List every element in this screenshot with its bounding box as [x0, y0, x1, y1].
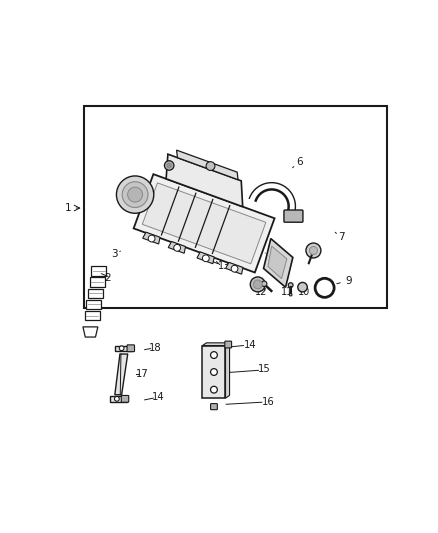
Polygon shape [226, 343, 230, 398]
Circle shape [148, 235, 155, 242]
Circle shape [206, 161, 215, 171]
Polygon shape [83, 327, 98, 337]
Circle shape [290, 293, 292, 296]
Polygon shape [168, 241, 186, 253]
Circle shape [253, 280, 262, 289]
Text: 10: 10 [298, 287, 311, 297]
Text: 16: 16 [262, 397, 275, 407]
Text: 7: 7 [338, 232, 345, 242]
Text: 8: 8 [268, 249, 276, 260]
Circle shape [306, 243, 321, 258]
Circle shape [211, 386, 217, 393]
Polygon shape [90, 277, 105, 287]
FancyBboxPatch shape [127, 345, 134, 352]
Bar [84, 106, 387, 308]
Text: 12: 12 [255, 287, 267, 297]
Circle shape [250, 277, 265, 292]
Circle shape [119, 346, 124, 351]
Circle shape [231, 265, 238, 272]
Text: 9: 9 [345, 276, 352, 286]
Text: 4: 4 [123, 181, 129, 191]
Text: 14: 14 [244, 340, 256, 350]
Text: 11: 11 [281, 287, 293, 297]
Circle shape [309, 246, 318, 255]
Text: 17: 17 [136, 369, 149, 379]
Polygon shape [268, 246, 287, 279]
Polygon shape [197, 252, 214, 264]
Circle shape [211, 369, 217, 375]
Text: 2: 2 [104, 273, 111, 282]
Circle shape [164, 161, 174, 170]
Circle shape [127, 187, 142, 202]
FancyBboxPatch shape [284, 210, 303, 222]
Bar [202, 345, 226, 398]
Polygon shape [115, 345, 132, 351]
Polygon shape [142, 183, 266, 264]
Circle shape [174, 245, 180, 251]
Circle shape [122, 182, 148, 207]
Polygon shape [115, 354, 128, 395]
Text: 14: 14 [152, 392, 165, 402]
Circle shape [315, 278, 334, 297]
Polygon shape [177, 150, 238, 180]
Text: 6: 6 [296, 157, 303, 167]
FancyBboxPatch shape [211, 403, 217, 410]
Polygon shape [264, 239, 293, 287]
Polygon shape [226, 262, 243, 274]
Text: 3: 3 [111, 249, 117, 259]
Text: 15: 15 [258, 364, 271, 374]
Polygon shape [88, 288, 103, 298]
FancyBboxPatch shape [121, 395, 129, 402]
Circle shape [298, 282, 307, 292]
Text: 18: 18 [148, 343, 161, 353]
Polygon shape [166, 154, 243, 207]
Text: 1: 1 [64, 203, 71, 213]
Polygon shape [143, 232, 160, 244]
Polygon shape [92, 266, 106, 276]
Circle shape [117, 176, 154, 213]
Circle shape [211, 352, 217, 358]
Polygon shape [110, 396, 127, 401]
Polygon shape [134, 174, 275, 272]
Circle shape [261, 281, 267, 286]
Text: 13: 13 [219, 261, 230, 271]
Polygon shape [202, 343, 230, 345]
FancyBboxPatch shape [225, 341, 232, 348]
Polygon shape [85, 311, 99, 320]
Circle shape [114, 397, 119, 401]
Circle shape [167, 163, 172, 168]
Circle shape [288, 282, 293, 287]
Text: 5: 5 [152, 175, 158, 185]
Circle shape [202, 255, 209, 262]
Polygon shape [86, 300, 101, 309]
